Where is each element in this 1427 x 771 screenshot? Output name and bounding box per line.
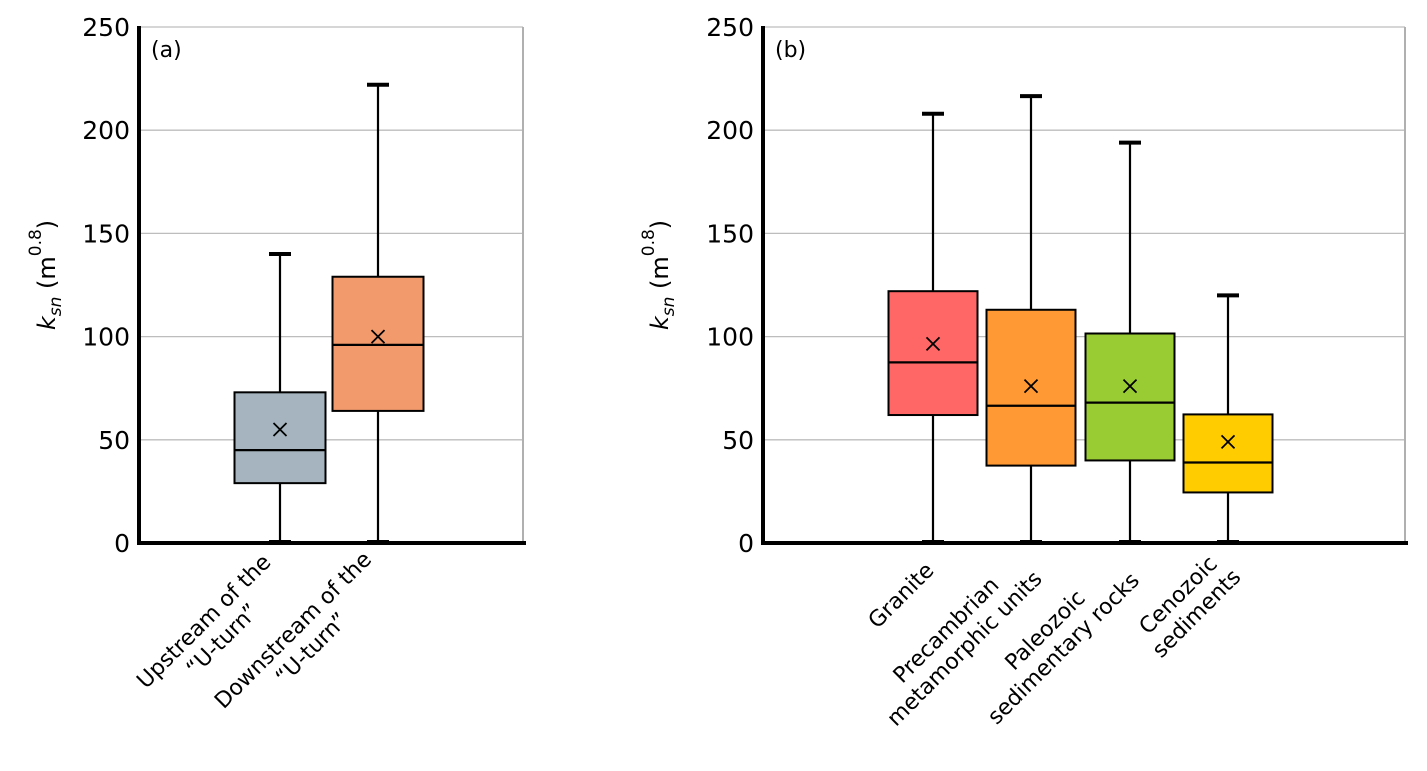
iqr-box [887,290,979,417]
box-plot-0 [233,252,327,544]
box-plot-1 [331,82,425,544]
y-tick-label: 0 [738,529,754,558]
panel-label: (a) [151,38,182,63]
iqr-box [1084,332,1176,462]
y-tick-label: 150 [706,219,754,248]
mean-marker [272,422,288,437]
box-plot-3 [1182,293,1274,544]
panel-label: (b) [775,38,806,63]
y-tick-label: 0 [114,529,130,558]
mean-marker [1122,378,1138,394]
mean-marker [1023,378,1039,394]
iqr-box [233,391,327,485]
panel-a: 0 50 100 150 200 250 (a) ksn (m0.8) Upstream of … [26,13,526,714]
y-tick-label: 250 [706,13,754,42]
y-tick-label: 100 [82,323,130,352]
x-category-label: Upstream of the“U-turn” [132,550,294,712]
y-tick-label: 250 [82,13,130,42]
x-category-label: Cenozoicsediments [1129,546,1246,663]
mean-marker [370,329,386,344]
iqr-box [1182,413,1274,494]
y-tick-label: 100 [706,323,754,352]
x-category-label: Granite [864,558,940,634]
y-axis-label: ksn (m0.8) [26,220,66,330]
y-tick-label: 150 [82,219,130,248]
mean-marker [1220,434,1236,450]
box-plot-2 [1084,140,1176,544]
y-axis-label: ksn (m0.8) [639,220,679,330]
iqr-box [985,308,1077,467]
box-plot-0 [887,111,979,544]
y-tick-label: 50 [722,426,754,455]
y-tick-label: 50 [98,426,130,455]
mean-marker [925,336,941,351]
y-tick-label: 200 [706,116,754,145]
box-plot-1 [985,94,1077,544]
y-tick-label: 200 [82,116,130,145]
